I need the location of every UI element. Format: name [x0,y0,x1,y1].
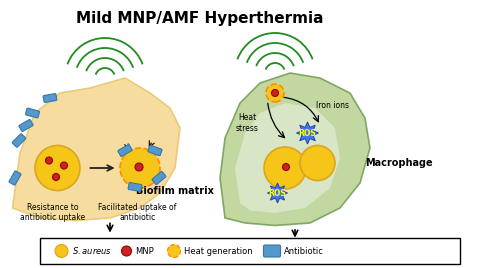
Text: $\it{S. aureus}$: $\it{S. aureus}$ [72,245,112,256]
Text: Killing of intracellular bacteria: Killing of intracellular bacteria [232,243,358,252]
FancyBboxPatch shape [152,172,166,184]
Circle shape [272,90,278,96]
Circle shape [120,148,160,188]
Text: MNP: MNP [135,247,154,255]
FancyBboxPatch shape [19,120,33,132]
Circle shape [60,162,68,169]
Text: Mild MNP/AMF Hyperthermia: Mild MNP/AMF Hyperthermia [76,10,324,25]
Polygon shape [268,183,287,203]
Circle shape [46,157,52,164]
FancyBboxPatch shape [43,94,57,102]
Circle shape [55,244,68,258]
Text: Killing of biofilm bacteria: Killing of biofilm bacteria [58,238,162,247]
FancyBboxPatch shape [26,108,40,118]
Text: ROS: ROS [268,188,286,198]
FancyBboxPatch shape [148,145,162,156]
Circle shape [122,246,132,256]
Circle shape [35,146,80,191]
Circle shape [266,84,284,102]
Polygon shape [12,78,180,221]
Text: Antibiotic: Antibiotic [284,247,324,255]
Text: Biofilm matrix: Biofilm matrix [136,185,214,195]
Text: ROS: ROS [298,128,316,137]
Circle shape [52,173,60,181]
FancyBboxPatch shape [9,171,21,185]
Text: Facilitated uptake of
antibiotic: Facilitated uptake of antibiotic [98,203,176,222]
FancyBboxPatch shape [128,183,142,191]
Polygon shape [220,73,370,225]
Circle shape [135,163,143,171]
Circle shape [282,163,290,170]
Circle shape [300,146,335,181]
Text: Macrophage: Macrophage [365,158,432,168]
Polygon shape [235,103,340,213]
FancyBboxPatch shape [264,245,280,257]
Text: Heat
stress: Heat stress [236,113,259,133]
Circle shape [168,244,180,258]
Polygon shape [296,122,318,144]
Text: Heat generation: Heat generation [184,247,252,255]
Text: Iron ions: Iron ions [316,101,349,110]
Text: Resistance to
antibiotic uptake: Resistance to antibiotic uptake [20,203,85,222]
FancyBboxPatch shape [40,238,460,264]
FancyBboxPatch shape [118,144,132,157]
FancyBboxPatch shape [12,134,26,147]
Circle shape [264,147,306,189]
